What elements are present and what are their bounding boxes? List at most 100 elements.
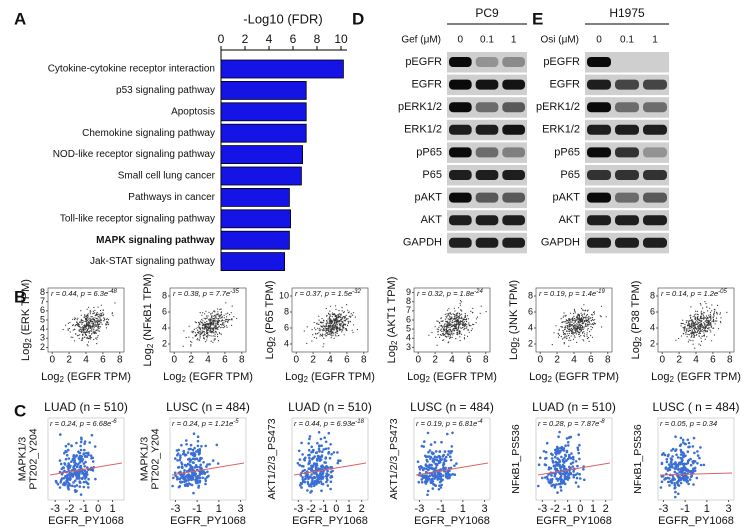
point xyxy=(696,333,698,336)
point xyxy=(593,311,595,313)
band xyxy=(643,79,667,90)
point xyxy=(201,322,204,324)
point xyxy=(579,317,581,320)
point xyxy=(452,329,454,331)
point xyxy=(691,320,693,322)
point xyxy=(213,310,215,312)
point xyxy=(713,320,715,323)
protein-label: EGFR xyxy=(549,79,580,91)
point xyxy=(220,313,222,315)
point xyxy=(665,460,669,464)
y-axis-label: Log2 (JNK TPM) xyxy=(508,280,521,360)
point xyxy=(331,324,333,326)
point xyxy=(583,309,585,311)
point xyxy=(573,315,575,317)
point xyxy=(686,450,690,454)
log-base: 2 xyxy=(669,375,674,384)
point xyxy=(75,318,77,320)
point xyxy=(310,489,313,493)
y-label-text: (AKT1 TPM) xyxy=(386,277,398,341)
point xyxy=(337,314,339,316)
point xyxy=(201,333,203,335)
point xyxy=(207,334,209,336)
point xyxy=(73,468,77,471)
point xyxy=(693,451,696,455)
point xyxy=(319,333,321,335)
point xyxy=(207,324,209,326)
point xyxy=(569,327,571,329)
point xyxy=(434,484,438,488)
point xyxy=(213,318,215,320)
x-tick-label: 6 xyxy=(344,355,350,366)
point xyxy=(177,465,181,469)
point xyxy=(577,451,580,455)
point xyxy=(568,332,571,335)
point xyxy=(684,474,687,477)
point xyxy=(218,325,220,327)
point xyxy=(447,330,449,332)
point xyxy=(199,337,201,339)
log-prefix: Log xyxy=(264,341,276,359)
point xyxy=(693,336,696,338)
x-axis-label: EGFR_PY1068 xyxy=(292,515,368,527)
point xyxy=(190,345,192,347)
point xyxy=(699,330,702,332)
point xyxy=(333,332,335,334)
point xyxy=(691,319,693,321)
point xyxy=(204,326,206,328)
point xyxy=(103,313,105,315)
bar xyxy=(220,123,307,143)
point xyxy=(447,475,450,478)
point xyxy=(568,324,571,326)
log-prefix: Log xyxy=(163,371,181,383)
point xyxy=(332,323,334,326)
point xyxy=(83,448,86,452)
point xyxy=(694,319,696,321)
point xyxy=(328,320,330,322)
point xyxy=(460,320,462,322)
point xyxy=(436,328,438,330)
point xyxy=(569,462,573,466)
point xyxy=(699,318,701,320)
point xyxy=(687,325,689,327)
point xyxy=(443,329,445,331)
point xyxy=(700,315,702,317)
point xyxy=(417,480,421,484)
point xyxy=(726,311,728,313)
point xyxy=(217,311,219,313)
point xyxy=(445,328,447,330)
point xyxy=(85,327,87,329)
point xyxy=(201,328,204,330)
point xyxy=(577,433,580,437)
point xyxy=(206,475,209,479)
y-tick-label: 6 xyxy=(40,305,45,315)
point xyxy=(184,484,187,488)
band xyxy=(449,124,472,135)
point xyxy=(225,321,227,323)
point xyxy=(590,329,592,331)
point xyxy=(172,476,175,480)
point xyxy=(425,458,429,462)
point xyxy=(437,474,441,477)
point xyxy=(220,308,222,310)
point xyxy=(707,310,709,312)
point xyxy=(205,332,208,335)
point xyxy=(343,312,345,314)
point xyxy=(442,332,444,335)
point xyxy=(334,331,336,333)
dose-label: 0 xyxy=(596,35,602,46)
point xyxy=(678,444,682,448)
point xyxy=(571,319,573,321)
point xyxy=(582,321,584,323)
point xyxy=(581,314,583,316)
point xyxy=(702,313,704,315)
y-tick-label: 6 xyxy=(406,314,411,324)
point xyxy=(87,337,89,340)
point xyxy=(314,327,316,329)
point xyxy=(709,311,712,313)
point xyxy=(572,338,575,340)
point xyxy=(194,335,196,337)
point xyxy=(86,316,88,318)
point xyxy=(665,458,669,461)
log-prefix: Log xyxy=(407,371,425,383)
